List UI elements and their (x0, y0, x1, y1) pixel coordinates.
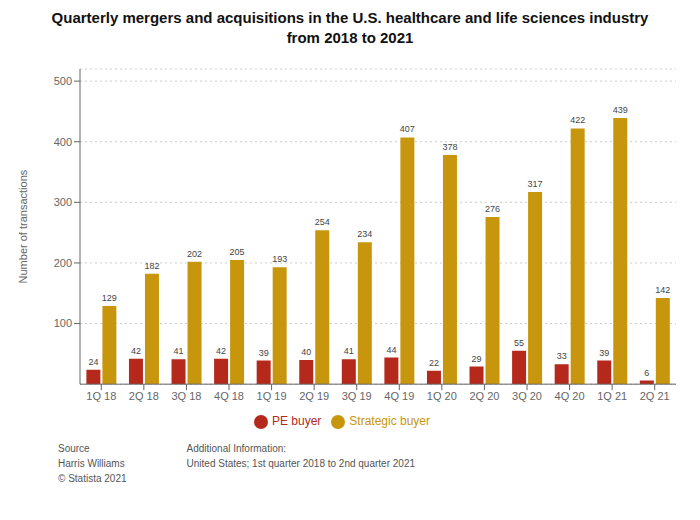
html-text:Additional Information: United: Additional Information: United States; 1… (186, 443, 415, 469)
svg-text:2Q 19: 2Q 19 (299, 390, 329, 402)
svg-text:40: 40 (301, 347, 311, 357)
html-text:Strategic buyer: Strategic buyer (349, 414, 430, 429)
svg-text:41: 41 (174, 346, 184, 356)
svg-text:182: 182 (144, 261, 159, 271)
svg-text:2Q 21: 2Q 21 (640, 390, 670, 402)
svg-text:2Q 20: 2Q 20 (469, 390, 499, 402)
svg-text:4Q 19: 4Q 19 (384, 390, 414, 402)
svg-text:378: 378 (442, 142, 457, 152)
svg-text:300: 300 (54, 196, 72, 208)
svg-text:1Q 20: 1Q 20 (427, 390, 457, 402)
svg-text:100: 100 (54, 317, 72, 329)
svg-text:205: 205 (230, 247, 245, 257)
svg-text:42: 42 (131, 346, 141, 356)
svg-text:400: 400 (54, 136, 72, 148)
svg-text:422: 422 (570, 115, 585, 125)
svg-text:276: 276 (485, 204, 500, 214)
svg-text:44: 44 (386, 345, 396, 355)
svg-text:3Q 19: 3Q 19 (342, 390, 372, 402)
svg-text:234: 234 (357, 229, 372, 239)
svg-text:4Q 18: 4Q 18 (214, 390, 244, 402)
svg-text:193: 193 (272, 254, 287, 264)
svg-text:439: 439 (613, 105, 628, 115)
svg-text:317: 317 (528, 179, 543, 189)
svg-text:200: 200 (54, 257, 72, 269)
svg-text:39: 39 (259, 348, 269, 358)
svg-text:3Q 18: 3Q 18 (171, 390, 201, 402)
html-text:Source Harris Williams © Stati: Source Harris Williams © Statista 2021 (58, 443, 127, 484)
svg-text:55: 55 (514, 338, 524, 348)
html-text:Quarterly mergers and acquisit: Quarterly mergers and acquisitions in th… (51, 9, 649, 46)
svg-text:1Q 18: 1Q 18 (86, 390, 116, 402)
svg-text:3Q 20: 3Q 20 (512, 390, 542, 402)
svg-text:22: 22 (429, 358, 439, 368)
svg-text:500: 500 (54, 75, 72, 87)
svg-text:1Q 19: 1Q 19 (257, 390, 287, 402)
svg-text:2Q 18: 2Q 18 (129, 390, 159, 402)
svg-text:33: 33 (557, 351, 567, 361)
html-text:PE buyer: PE buyer (272, 414, 322, 429)
svg-text:142: 142 (655, 285, 670, 295)
svg-text:129: 129 (102, 293, 117, 303)
svg-text:42: 42 (216, 346, 226, 356)
svg-text:24: 24 (88, 357, 98, 367)
svg-text:1Q 21: 1Q 21 (597, 390, 627, 402)
svg-text:254: 254 (315, 217, 330, 227)
svg-text:29: 29 (472, 354, 482, 364)
svg-text:6: 6 (644, 368, 649, 378)
svg-text:39: 39 (599, 348, 609, 358)
svg-text:Number of transactions: Number of transactions (17, 169, 29, 283)
svg-text:407: 407 (400, 124, 415, 134)
svg-text:41: 41 (344, 346, 354, 356)
svg-text:4Q 20: 4Q 20 (555, 390, 585, 402)
svg-text:202: 202 (187, 249, 202, 259)
